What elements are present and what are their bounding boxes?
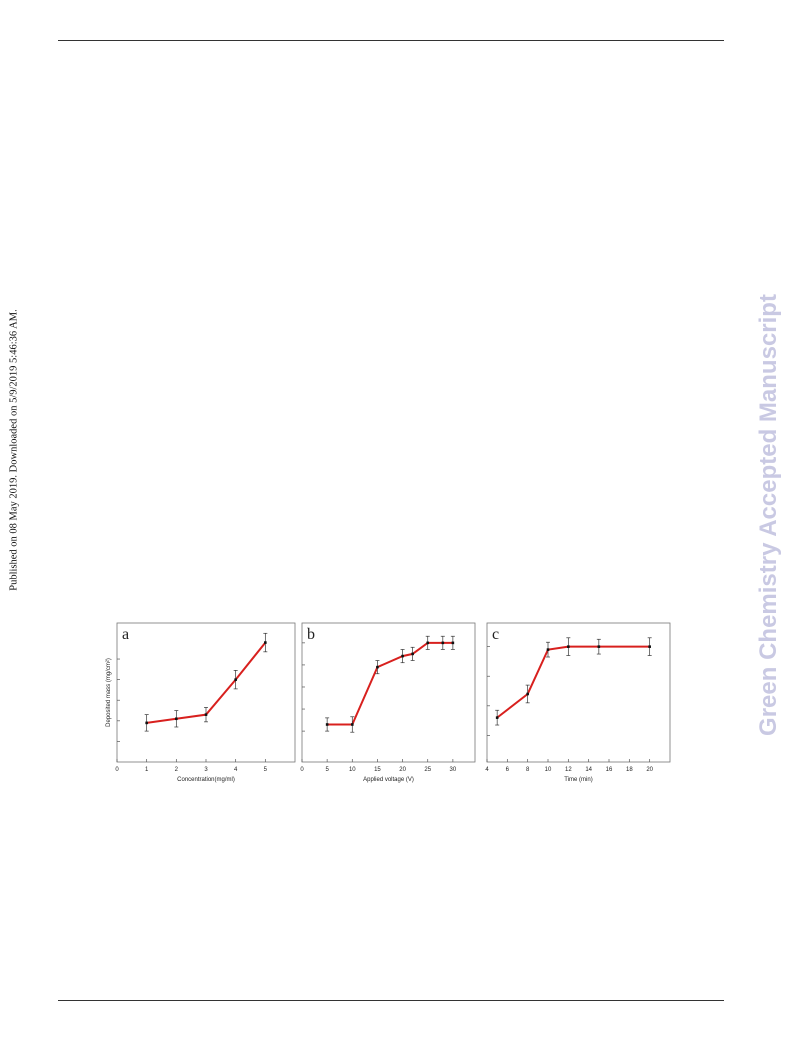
plot-frame: [116, 622, 296, 763]
x-tick-label: 10: [545, 767, 552, 773]
data-point: [526, 692, 529, 696]
x-tick-label: 8: [526, 767, 530, 773]
x-tick-label: 3: [204, 767, 208, 773]
data-point: [567, 645, 570, 648]
data-point: [426, 641, 430, 645]
data-point: [175, 717, 178, 721]
x-tick-label: 25: [424, 767, 431, 773]
x-tick-label: 2: [175, 767, 179, 773]
x-tick-label: 1: [145, 767, 149, 773]
panel-label: a: [122, 626, 129, 643]
x-tick-label: 4: [485, 767, 489, 773]
x-tick-label: 20: [399, 767, 406, 773]
x-axis-label: Applied voltage (V): [363, 777, 414, 783]
x-tick-label: 5: [264, 767, 268, 773]
x-axis-label: Concentration(mg/ml): [177, 777, 235, 783]
x-tick-label: 0: [115, 767, 119, 773]
data-point: [264, 641, 267, 644]
plot-frame: [301, 622, 476, 763]
data-point: [401, 654, 404, 658]
data-line: [327, 641, 453, 726]
x-tick-label: 14: [585, 767, 592, 773]
data-line: [496, 645, 650, 719]
data-point: [325, 723, 329, 726]
x-tick-label: 16: [606, 767, 613, 773]
footer-rule: [58, 1000, 724, 1001]
x-tick-label: 4: [234, 767, 238, 773]
data-point: [495, 716, 499, 719]
data-point: [451, 641, 455, 645]
data-point: [145, 721, 148, 725]
x-tick-label: 10: [349, 767, 356, 773]
panel-label: c: [492, 626, 499, 643]
data-point: [204, 713, 208, 716]
data-point: [441, 641, 445, 645]
data-point: [376, 665, 379, 669]
x-tick-label: 15: [374, 767, 381, 773]
x-tick-label: 0: [300, 767, 304, 773]
data-point: [648, 645, 651, 648]
data-point: [597, 645, 601, 648]
y-axis-label: Deposited mass (mg/cm²): [106, 658, 112, 727]
plot-frame: [486, 622, 671, 763]
x-axis-label: Time (min): [564, 777, 592, 783]
panel-label: b: [307, 626, 315, 643]
data-point: [411, 652, 414, 656]
x-tick-label: 18: [626, 767, 633, 773]
x-tick-label: 20: [646, 767, 653, 773]
x-tick-label: 6: [506, 767, 510, 773]
x-tick-label: 12: [565, 767, 572, 773]
x-tick-label: 5: [325, 767, 329, 773]
data-point: [546, 648, 550, 651]
header-rule: [58, 40, 724, 41]
x-tick-label: 30: [450, 767, 457, 773]
data-point: [234, 678, 237, 681]
data-point: [350, 723, 354, 726]
